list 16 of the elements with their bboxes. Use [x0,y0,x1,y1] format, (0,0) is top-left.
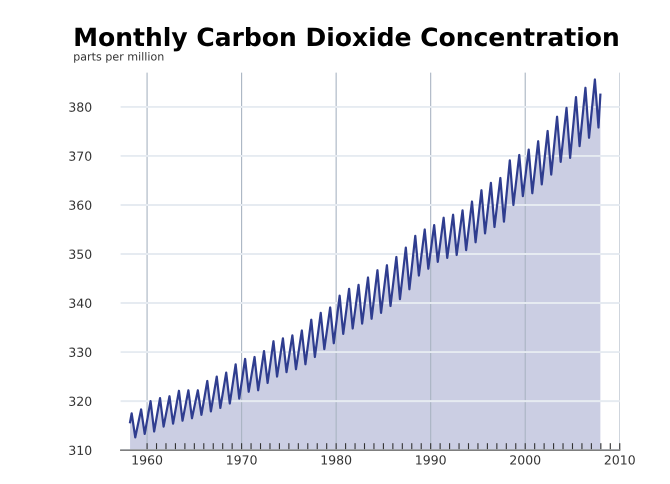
y-tick-label: 360 [69,200,92,210]
y-tick-label: 380 [69,102,92,112]
x-tick-label: 1970 [227,455,257,465]
y-axis-title: parts per million [74,52,164,63]
y-tick-label: 350 [69,249,92,259]
chart-title: Monthly Carbon Dioxide Concentration [75,26,618,52]
x-tick-label: 1980 [322,455,352,465]
y-tick-label: 340 [69,298,92,308]
x-tick-label: 1960 [132,455,162,465]
x-tick-label: 2010 [604,455,635,465]
y-tick-label: 320 [69,396,92,406]
x-tick-label: 1990 [416,455,446,465]
y-tick-label: 370 [69,151,92,161]
x-tick-label: 2000 [510,455,540,465]
y-tick-label: 310 [69,446,92,456]
y-tick-label: 330 [69,348,92,357]
